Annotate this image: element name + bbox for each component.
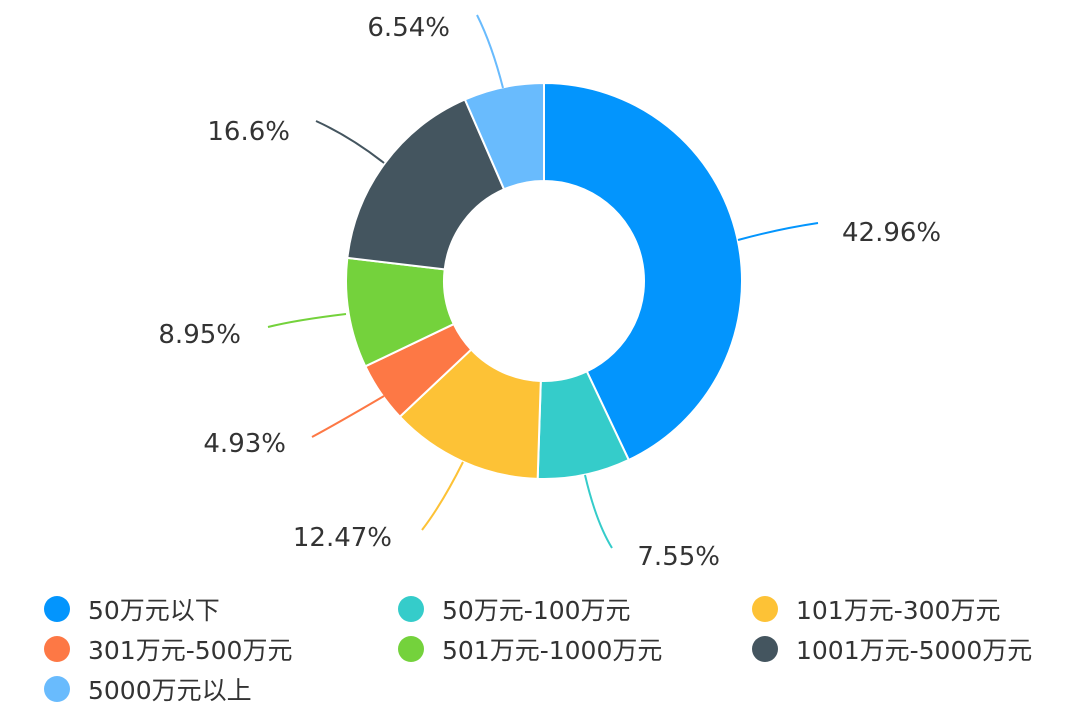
legend-label-5: 501万元-1000万元 <box>442 635 663 665</box>
legend-marker-3 <box>752 595 778 622</box>
legend-marker-6 <box>752 635 778 662</box>
leader-lines-group <box>267 14 819 549</box>
data-label-4: 4.93% <box>203 429 286 459</box>
data-label-6: 16.6% <box>207 117 290 147</box>
data-label-5: 8.95% <box>158 320 241 350</box>
legend-label-6: 1001万元-5000万元 <box>796 635 1033 665</box>
leader-line-3 <box>421 461 464 531</box>
data-labels-group: 42.96% 7.55% 12.47% 4.93% 8.95% 16.6% 6.54% <box>158 13 941 572</box>
legend-label-3: 101万元-300万元 <box>796 595 1001 625</box>
leader-line-2 <box>584 474 613 549</box>
legend-label-2: 50万元-100万元 <box>442 595 631 625</box>
legend-label-7: 5000万元以上 <box>88 675 252 705</box>
data-label-3: 12.47% <box>293 523 392 553</box>
leader-line-6 <box>315 120 385 164</box>
data-label-7: 6.54% <box>367 13 450 43</box>
legend: 50万元以下 50万元-100万元 101万元-300万元 301万元-500万… <box>44 590 1074 707</box>
leader-line-7 <box>476 14 504 89</box>
leader-line-1 <box>737 222 819 241</box>
donut-chart: 42.96% 7.55% 12.47% 4.93% 8.95% 16.6% 6.54% <box>158 13 941 572</box>
legend-marker-1 <box>44 595 70 622</box>
legend-item-6[interactable]: 1001万元-5000万元 <box>752 630 1074 667</box>
slices-group <box>345 82 743 480</box>
legend-label-1: 50万元以下 <box>88 595 220 625</box>
legend-marker-5 <box>398 635 424 662</box>
legend-marker-2 <box>398 595 424 622</box>
legend-item-7[interactable]: 5000万元以上 <box>44 670 398 707</box>
legend-item-3[interactable]: 101万元-300万元 <box>752 590 1074 627</box>
leader-line-5 <box>267 313 347 328</box>
slice-1[interactable] <box>543 82 743 461</box>
legend-item-2[interactable]: 50万元-100万元 <box>398 590 752 627</box>
leader-line-4 <box>311 395 385 438</box>
slice-7[interactable] <box>463 82 545 191</box>
legend-item-5[interactable]: 501万元-1000万元 <box>398 630 752 667</box>
legend-item-1[interactable]: 50万元以下 <box>44 590 398 627</box>
legend-marker-7 <box>44 675 70 702</box>
data-label-1: 42.96% <box>842 218 941 248</box>
slice-6[interactable] <box>346 98 506 271</box>
legend-label-4: 301万元-500万元 <box>88 635 293 665</box>
legend-marker-4 <box>44 635 70 662</box>
data-label-2: 7.55% <box>637 542 720 572</box>
legend-item-4[interactable]: 301万元-500万元 <box>44 630 398 667</box>
